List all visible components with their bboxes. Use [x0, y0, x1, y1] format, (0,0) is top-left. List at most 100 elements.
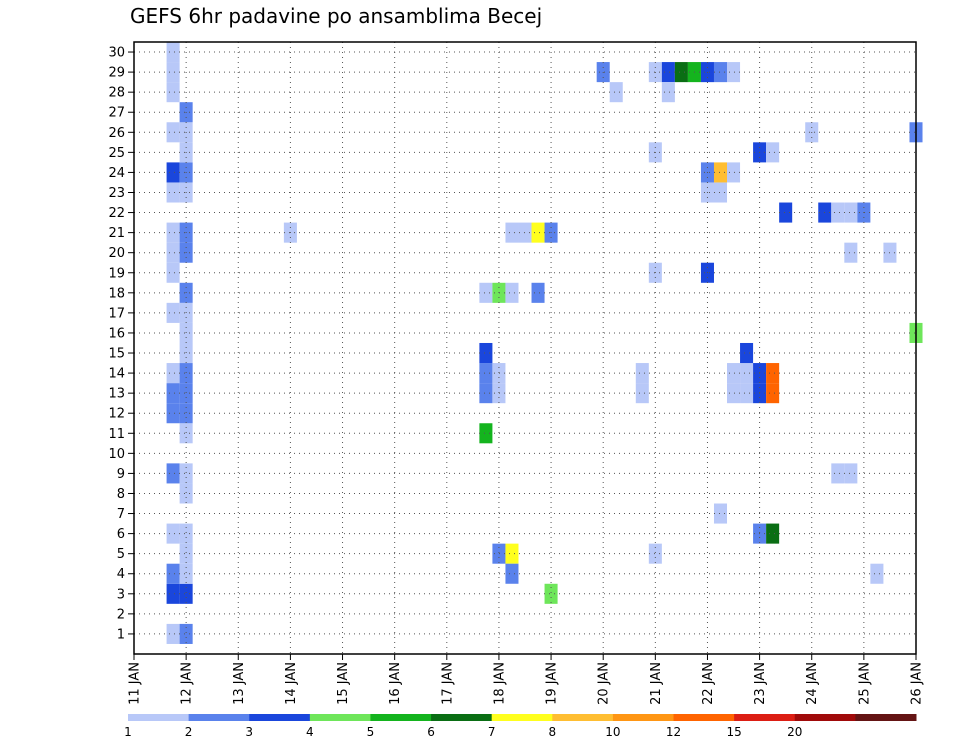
data-cell: [479, 342, 493, 364]
y-axis: 1234567891011121314151617181920212223242…: [108, 46, 134, 642]
colorbar-label: 20: [787, 725, 802, 739]
data-cell: [766, 383, 780, 404]
data-cell: [179, 383, 193, 404]
y-tick-label: 3: [117, 587, 125, 602]
data-cell: [166, 383, 180, 404]
data-cell: [674, 62, 688, 83]
y-tick-label: 2: [117, 607, 125, 622]
colorbar-label: 8: [548, 725, 556, 739]
data-cell: [870, 563, 884, 584]
data-cell: [727, 363, 741, 384]
data-cell: [166, 583, 180, 604]
data-cell: [740, 342, 754, 364]
x-tick-label: 18 JAN: [492, 662, 507, 705]
y-tick-label: 13: [108, 387, 125, 402]
data-cell: [166, 363, 180, 384]
data-cell: [648, 543, 662, 564]
data-cell: [166, 262, 180, 283]
data-cell: [713, 162, 728, 183]
data-cell: [179, 463, 193, 484]
y-tick-label: 18: [108, 286, 125, 301]
data-cell: [166, 42, 180, 63]
y-tick-label: 14: [108, 367, 125, 382]
data-cell: [740, 383, 754, 404]
data-cell: [479, 282, 493, 303]
data-cell: [713, 503, 728, 524]
y-tick-label: 19: [108, 266, 125, 281]
colorbar-label: 10: [605, 725, 620, 739]
colorbar-label: 6: [427, 725, 435, 739]
y-tick-label: 20: [108, 246, 125, 261]
data-cell: [179, 523, 193, 544]
data-cell: [179, 543, 193, 564]
data-cell: [166, 82, 180, 103]
data-cell: [713, 62, 728, 83]
y-tick-label: 6: [117, 527, 125, 542]
y-tick-label: 24: [108, 166, 125, 181]
data-cell: [844, 202, 858, 223]
data-cell: [492, 363, 506, 384]
data-cell: [479, 363, 493, 384]
x-tick-label: 14 JAN: [284, 662, 299, 705]
data-cell: [505, 222, 519, 243]
data-cell: [166, 222, 180, 243]
data-cell: [166, 162, 180, 183]
data-cell: [661, 82, 675, 103]
y-tick-label: 17: [108, 306, 125, 321]
y-tick-label: 8: [117, 487, 125, 502]
x-tick-label: 22 JAN: [701, 662, 716, 705]
data-cell: [166, 563, 180, 584]
data-cell: [727, 162, 741, 183]
data-cell: [779, 202, 793, 223]
data-cell: [166, 463, 180, 484]
y-tick-label: 9: [117, 467, 125, 482]
data-cell: [492, 543, 506, 564]
data-cell: [505, 543, 519, 564]
colorbar-label: 1: [124, 725, 132, 739]
data-cell: [166, 242, 180, 263]
data-cell: [661, 62, 675, 83]
y-tick-label: 28: [108, 86, 125, 101]
data-cell: [166, 182, 180, 203]
y-tick-label: 5: [117, 547, 125, 562]
data-cell: [844, 242, 858, 263]
colorbar-swatch: [552, 714, 614, 721]
plot-frame: [133, 41, 917, 655]
y-tick-label: 10: [108, 447, 125, 462]
data-cell: [166, 122, 180, 143]
data-cell: [766, 363, 780, 384]
chart-title: GEFS 6hr padavine po ansamblima Becej: [130, 4, 543, 28]
y-tick-label: 25: [108, 146, 125, 161]
data-cell: [166, 62, 180, 83]
colorbar-label: 2: [185, 725, 193, 739]
colorbar-swatch: [491, 714, 553, 721]
data-cell: [179, 563, 193, 584]
y-tick-label: 26: [108, 126, 125, 141]
data-cell: [635, 363, 649, 384]
data-cell: [179, 403, 193, 424]
y-tick-label: 23: [108, 186, 125, 201]
data-cell: [727, 62, 741, 83]
x-tick-label: 23 JAN: [753, 662, 768, 705]
colorbar-swatch: [431, 714, 493, 721]
colorbar-label: 12: [666, 725, 681, 739]
colorbar-label: 7: [488, 725, 496, 739]
x-tick-label: 19 JAN: [545, 662, 560, 705]
data-cell: [166, 302, 180, 323]
data-cell: [740, 363, 754, 384]
y-tick-label: 12: [108, 407, 125, 422]
data-cell: [544, 583, 558, 604]
colorbar-swatch: [673, 714, 735, 721]
x-tick-label: 13 JAN: [232, 662, 247, 705]
data-cell: [531, 222, 545, 243]
data-cell: [609, 82, 623, 103]
data-cell: [179, 423, 193, 444]
colorbar-label: 15: [727, 725, 742, 739]
grid-layer: [134, 42, 916, 654]
data-cell: [831, 463, 845, 484]
cells-layer: [166, 42, 923, 644]
y-tick-label: 7: [117, 507, 125, 522]
data-cell: [831, 202, 845, 223]
colorbar-label: 5: [367, 725, 375, 739]
